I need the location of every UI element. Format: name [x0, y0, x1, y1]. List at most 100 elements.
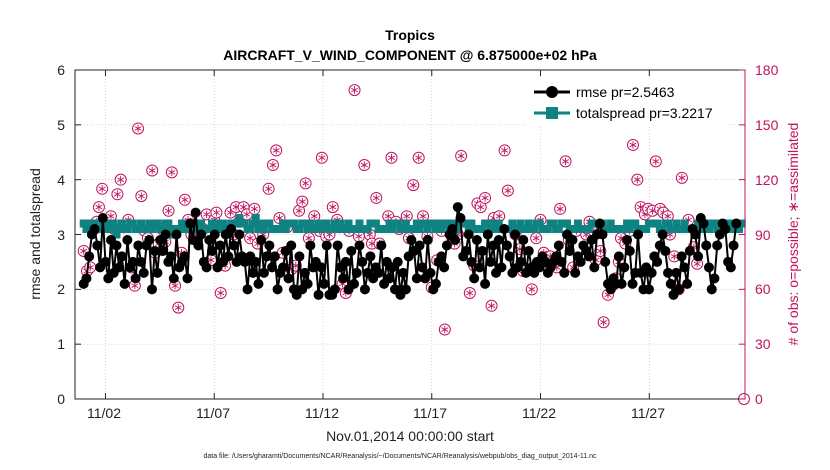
rmse-point	[471, 234, 482, 245]
rmse-point	[693, 251, 704, 262]
rmse-point	[564, 245, 575, 256]
obs-point	[400, 210, 413, 223]
rmse-point	[144, 234, 155, 245]
rmse-point	[600, 256, 611, 267]
chart-title-line1: Tropics	[385, 27, 435, 43]
totalspread-point	[524, 219, 533, 228]
totalspread-point	[101, 225, 110, 234]
rmse-point	[182, 273, 193, 284]
rmse-point	[346, 245, 357, 256]
rmse-point	[215, 240, 226, 251]
totalspread-point	[128, 219, 137, 228]
obs-point	[296, 195, 309, 208]
totalspread-point	[137, 219, 146, 228]
rmse-point	[111, 240, 122, 251]
rmse-point	[682, 278, 693, 289]
totalspread-point	[713, 225, 722, 234]
y-left-tick-label: 3	[57, 227, 65, 243]
rmse-point	[556, 256, 567, 267]
rmse-point	[460, 245, 471, 256]
chart-title-line2: AIRCRAFT_V_WIND_COMPONENT @ 6.875000e+02…	[223, 47, 597, 63]
rmse-point	[493, 234, 504, 245]
rmse-point	[619, 262, 630, 273]
totalspread-point	[516, 219, 525, 228]
obs-point	[493, 210, 506, 223]
totalspread-point	[295, 225, 304, 234]
rmse-point	[712, 240, 723, 251]
rmse-point	[226, 224, 237, 235]
obs-point	[485, 299, 498, 312]
totalspread-point	[385, 219, 394, 228]
totalspread-point	[300, 219, 309, 228]
obs-point	[299, 177, 312, 190]
obs-point	[114, 173, 127, 186]
rmse-point	[267, 262, 278, 273]
rmse-point	[157, 245, 168, 256]
totalspread-point	[489, 219, 498, 228]
rmse-point	[627, 278, 638, 289]
totalspread-point	[382, 225, 391, 234]
rmse-point	[417, 262, 428, 273]
rmse-point	[485, 256, 496, 267]
obs-point	[385, 151, 398, 164]
obs-point	[293, 204, 306, 217]
rmse-point	[583, 251, 594, 262]
totalspread-point	[522, 225, 531, 234]
x-tick-label: 11/22	[522, 405, 556, 421]
totalspread-point	[147, 225, 156, 234]
obs-point	[407, 179, 420, 192]
y-left-tick-label: 2	[57, 281, 65, 297]
totalspread-point	[276, 225, 285, 234]
totalspread-point	[352, 225, 361, 234]
totalspread-point	[399, 225, 408, 234]
x-tick-label: 11/02	[87, 405, 121, 421]
totalspread-point	[735, 225, 744, 234]
totalspread-point	[333, 225, 342, 234]
totalspread-point	[492, 225, 501, 234]
rmse-point	[127, 256, 138, 267]
rmse-point	[660, 245, 671, 256]
rmse-point	[351, 267, 362, 278]
totalspread-point	[330, 219, 339, 228]
y-right-tick-label: 120	[755, 172, 779, 188]
totalspread-point	[90, 219, 99, 228]
rmse-point	[283, 273, 294, 284]
totalspread-point	[415, 225, 424, 234]
rmse-point	[349, 278, 360, 289]
totalspread-point	[631, 219, 640, 228]
rmse-point	[570, 267, 581, 278]
rmse-point	[559, 267, 570, 278]
rmse-point	[278, 262, 289, 273]
rmse-point	[430, 278, 441, 289]
rmse-point	[698, 218, 709, 229]
totalspread-point	[303, 225, 312, 234]
rmse-point	[299, 267, 310, 278]
totalspread-point	[254, 225, 263, 234]
totalspread-point	[109, 219, 118, 228]
rmse-point	[228, 240, 239, 251]
rmse-point	[332, 240, 343, 251]
totalspread-point	[573, 219, 582, 228]
obs-point	[178, 193, 191, 206]
totalspread-point	[79, 219, 88, 228]
obs-point	[463, 286, 476, 299]
rmse-point	[725, 262, 736, 273]
totalspread-point	[442, 219, 451, 228]
rmse-point	[294, 251, 305, 262]
rmse-point	[116, 251, 127, 262]
rmse-point	[657, 229, 668, 240]
totalspread-point	[710, 219, 719, 228]
rmse-point	[474, 262, 485, 273]
totalspread-point	[235, 214, 244, 223]
rmse-point	[624, 245, 635, 256]
y-left-tick-label: 0	[57, 391, 65, 407]
totalspread-point	[314, 219, 323, 228]
rmse-point	[84, 251, 95, 262]
rmse-point	[706, 284, 717, 295]
obs-point	[438, 323, 451, 336]
totalspread-point	[508, 219, 517, 228]
rmse-point	[646, 267, 657, 278]
y-right-tick-label: 60	[755, 281, 771, 297]
obs-point	[214, 286, 227, 299]
